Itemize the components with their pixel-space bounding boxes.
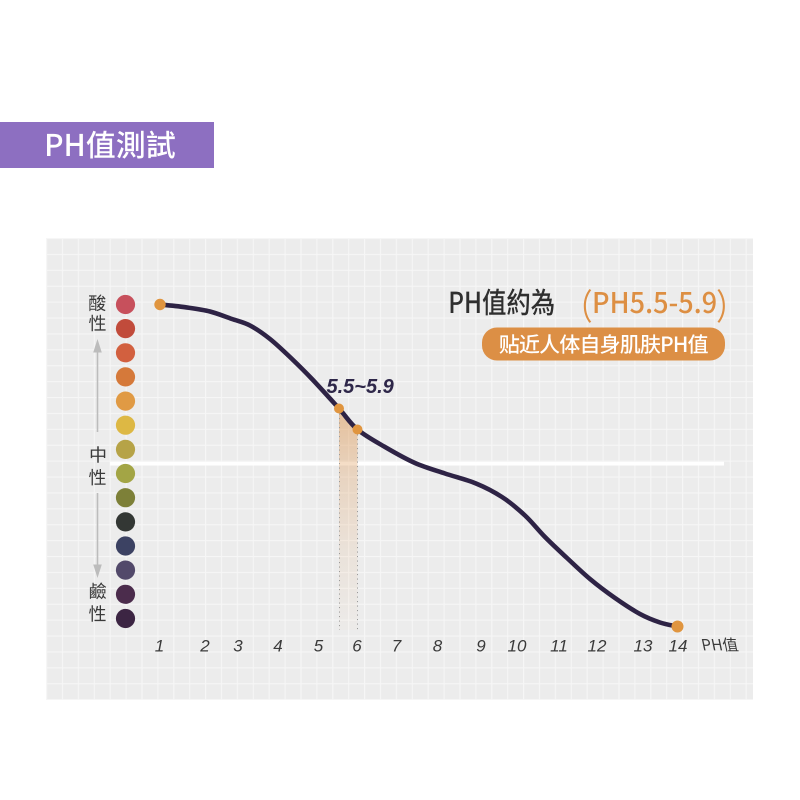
svg-text:5.5~5.9: 5.5~5.9 [327, 376, 395, 398]
svg-text:14: 14 [669, 637, 688, 656]
svg-text:2: 2 [199, 637, 210, 656]
svg-text:9: 9 [476, 637, 486, 656]
svg-text:7: 7 [392, 637, 402, 656]
svg-text:4: 4 [273, 637, 282, 656]
svg-text:5: 5 [314, 637, 324, 656]
svg-text:3: 3 [233, 637, 243, 656]
svg-text:8: 8 [433, 637, 443, 656]
svg-text:6: 6 [352, 637, 362, 656]
svg-text:1: 1 [155, 637, 164, 656]
svg-text:10: 10 [508, 637, 527, 656]
svg-text:12: 12 [588, 637, 607, 656]
svg-text:13: 13 [634, 637, 653, 656]
svg-text:11: 11 [550, 637, 568, 656]
